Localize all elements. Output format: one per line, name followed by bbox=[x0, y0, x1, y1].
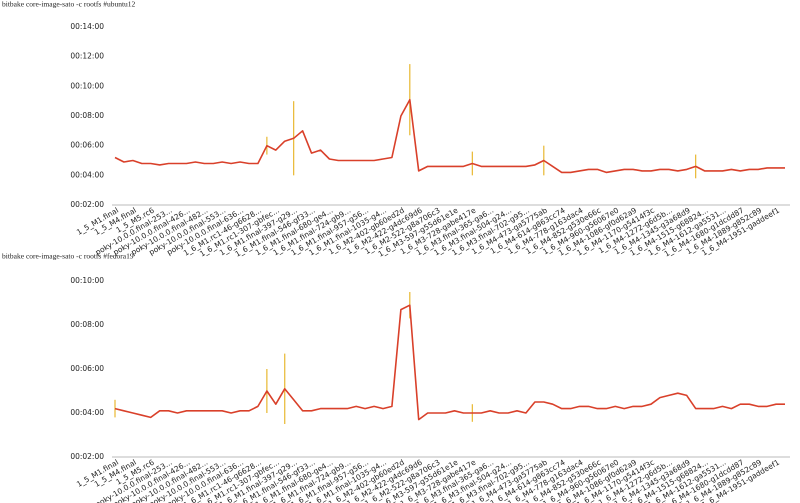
y-tick-label: 00:10:00 bbox=[70, 276, 104, 285]
y-tick-label: 00:10:00 bbox=[70, 81, 104, 90]
y-tick-label: 00:14:00 bbox=[70, 22, 104, 31]
y-tick-label: 00:02:00 bbox=[70, 452, 104, 461]
y-tick-label: 00:06:00 bbox=[70, 141, 104, 150]
y-tick-label: 00:08:00 bbox=[70, 320, 104, 329]
y-tick-label: 00:02:00 bbox=[70, 200, 104, 209]
y-tick-label: 00:06:00 bbox=[70, 364, 104, 373]
series-line bbox=[114, 304, 785, 421]
chart-title: bitbake core-image-sato -c rootfs #fedor… bbox=[2, 252, 134, 261]
y-tick-label: 00:12:00 bbox=[70, 52, 104, 61]
y-tick-label: 00:04:00 bbox=[70, 170, 104, 179]
series-line bbox=[114, 98, 785, 174]
y-tick-label: 00:08:00 bbox=[70, 111, 104, 120]
y-tick-label: 00:04:00 bbox=[70, 408, 104, 417]
chart-title: bitbake core-image-sato -c rootfs #ubunt… bbox=[2, 0, 136, 9]
